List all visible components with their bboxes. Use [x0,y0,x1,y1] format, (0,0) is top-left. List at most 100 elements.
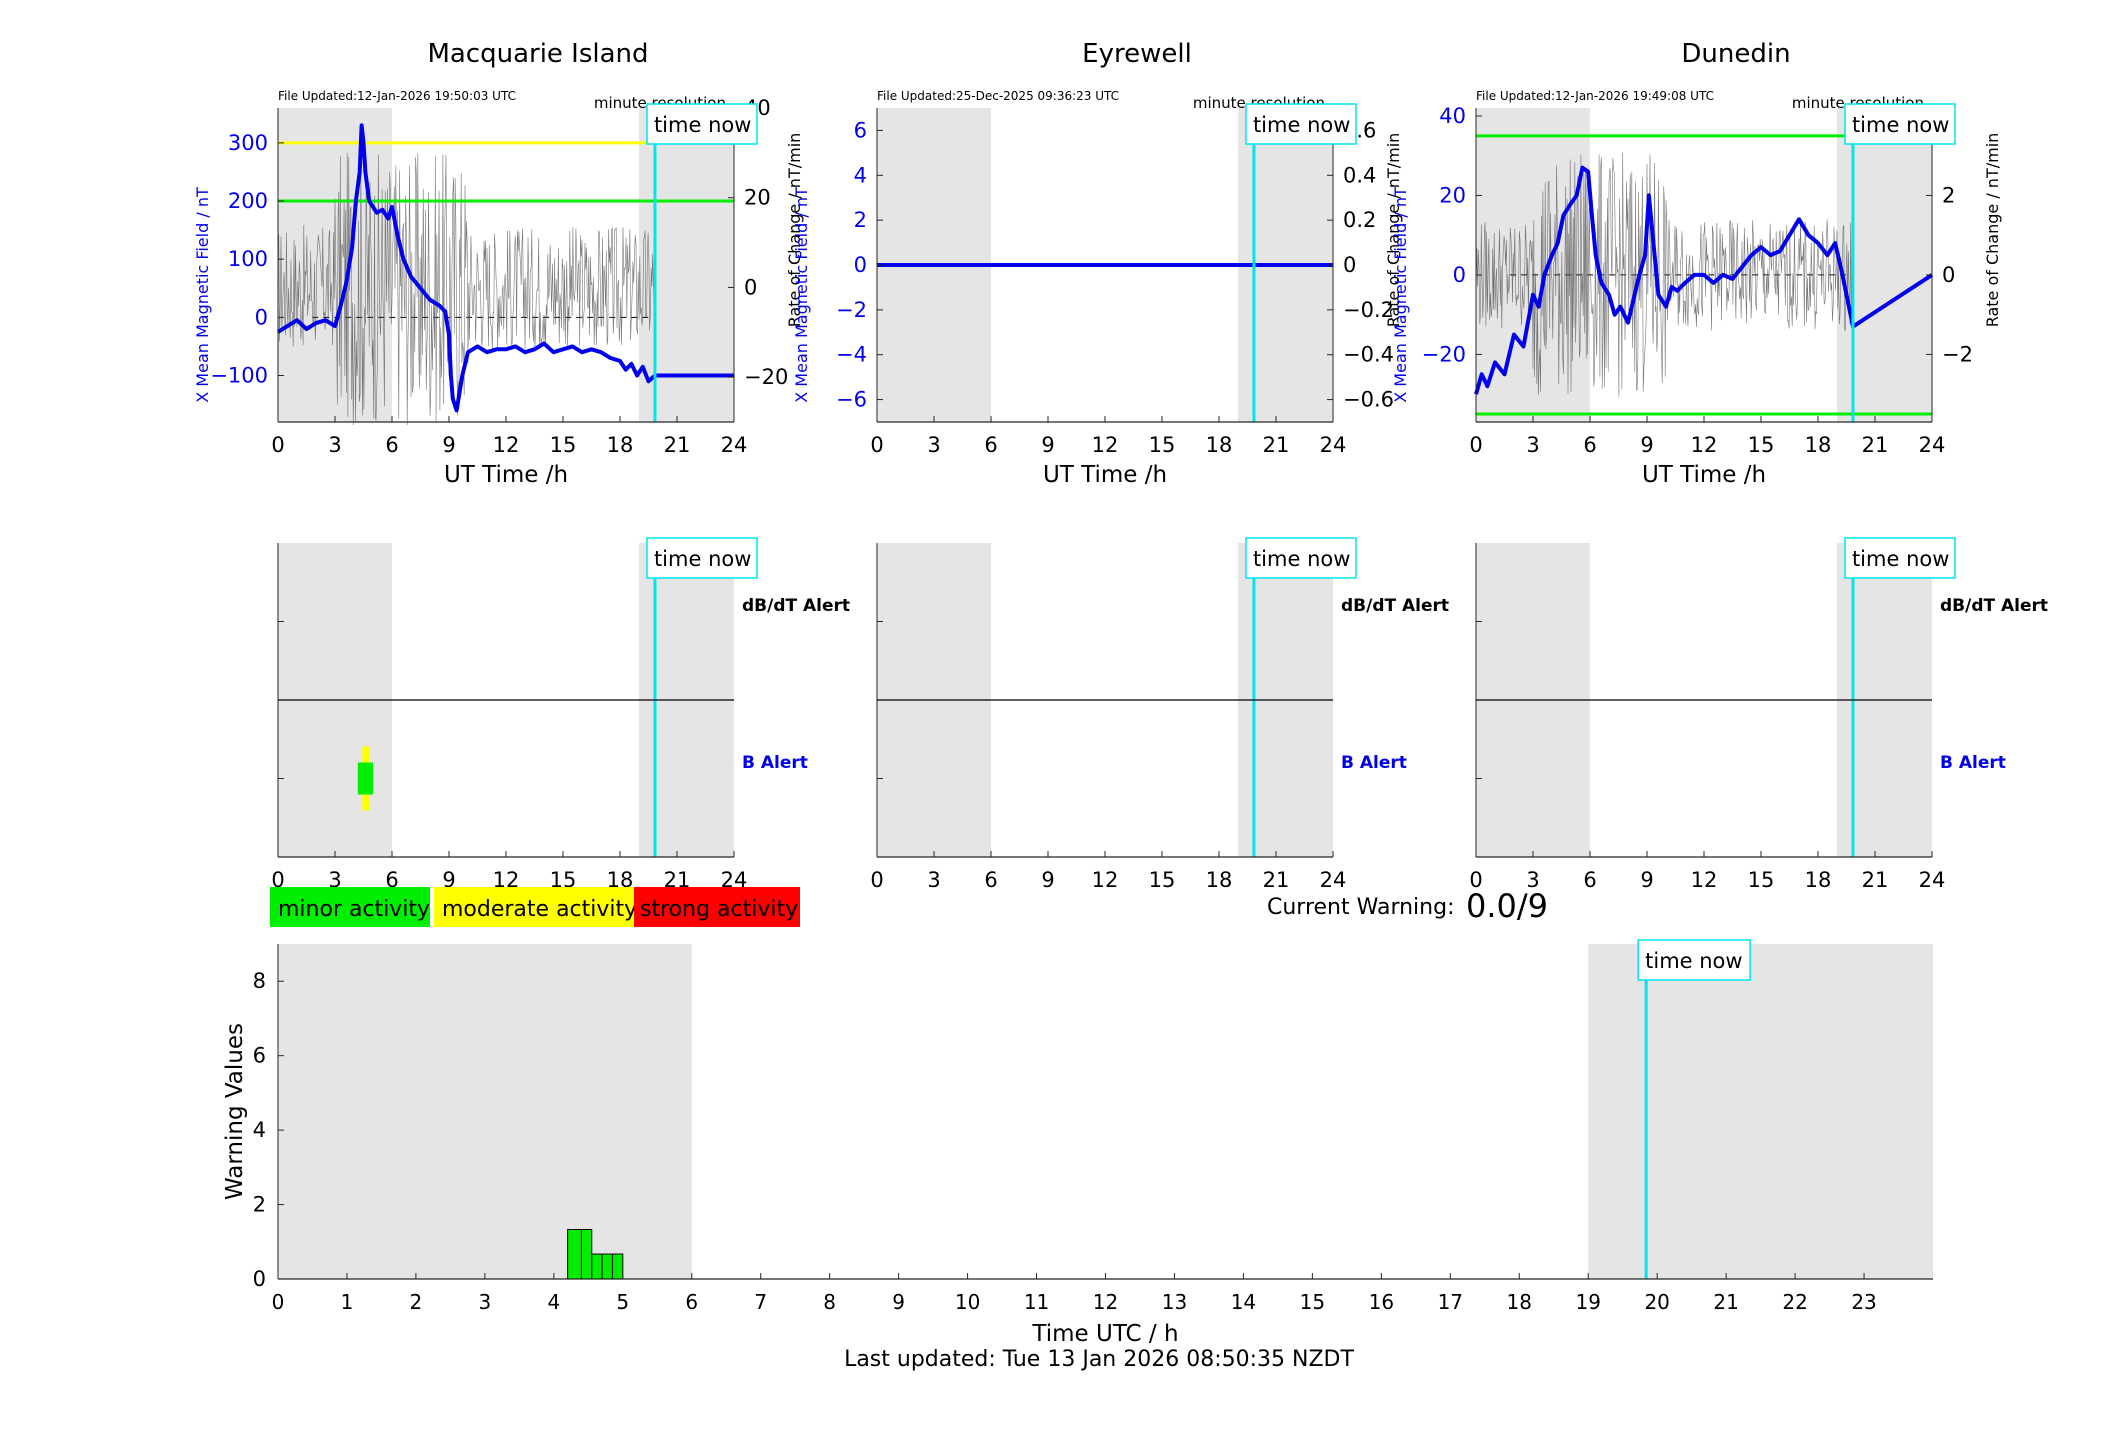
warning-x-label: Time UTC / h [1031,1321,1178,1347]
legend-minor-swatch [270,887,430,927]
warning-x-tick-label: 16 [1369,1290,1394,1314]
warning-x-tick-label: 21 [1713,1290,1738,1314]
dunedin-field-series-0 [1474,165,1934,395]
macquarie-island-alert-x-tick-label: 0 [271,868,284,892]
eyrewell-alert-x-tick-label: 0 [870,868,883,892]
dunedin-x-tick-label: 3 [1526,433,1539,457]
macquarie-island-alert-x-tick-label: 9 [442,868,455,892]
macquarie-island-y-tick-label: 300 [228,131,268,155]
warning-x-tick-label: 11 [1024,1290,1049,1314]
activity-legend: minor activity moderate activity strong … [270,887,800,927]
dunedin-time-now-label: time now [1852,113,1949,137]
eyrewell-y2-tick-label: −0.2 [1343,298,1394,322]
dunedin-x-tick-label: 6 [1583,433,1596,457]
dunedin-x-tick-label: 24 [1919,433,1946,457]
macquarie-island-x-tick-label: 15 [550,433,577,457]
eyrewell-y-tick-label: −6 [836,388,867,412]
warning-x-tick-label: 4 [547,1290,560,1314]
warning-y-tick-label: 0 [253,1267,266,1291]
eyrewell-y-tick-label: 0 [854,253,867,277]
warning-bar-3 [601,1253,613,1280]
macquarie-island-y-tick-label: 200 [228,189,268,213]
dunedin-y2-label: Rate of Change / nT/min [1983,133,2002,328]
eyrewell-y-tick-label: 4 [854,163,867,187]
dunedin-x-tick-label: 0 [1469,433,1482,457]
dunedin-alert-x-tick-label: 6 [1583,868,1596,892]
eyrewell-x-tick-label: 6 [984,433,997,457]
dunedin-x-tick-label: 21 [1862,433,1889,457]
dunedin-alert-x-tick-label: 24 [1919,868,1946,892]
macquarie-island-file-updated: File Updated:12-Jan-2026 19:50:03 UTC [278,89,516,103]
text-layer: Macquarie Island File Updated:12-Jan-2026… [193,39,2048,1347]
warning-x-tick-label: 17 [1438,1290,1463,1314]
macquarie-island-alert-time-now-box [646,537,758,579]
dunedin-x-tick-label: 18 [1805,433,1832,457]
warning-x-tick-label: 8 [823,1290,836,1314]
dunedin-alert-x-tick-label: 21 [1862,868,1889,892]
dunedin-x-tick-label: 12 [1691,433,1718,457]
dunedin-alert-dbdt-label: dB/dT Alert [1940,596,2048,616]
macquarie-island-rate-series [277,152,656,426]
warning-bar-2 [591,1253,603,1280]
eyrewell-alert-time-now-box [1245,537,1357,579]
dunedin-alert-x-tick-label: 0 [1469,868,1482,892]
eyrewell-y2-label: Rate of Change / nT/min [1384,133,1403,328]
current-warning-label: Current Warning: [1267,895,1454,920]
warning-bar-4 [611,1253,624,1280]
dunedin-x-tick-label: 9 [1640,433,1653,457]
eyrewell-alert-b-label: B Alert [1341,753,1407,773]
warning-time-now-label: time now [1645,949,1742,973]
rate-of-change-layer [277,152,1854,426]
eyrewell-x-label: UT Time /h [1043,462,1167,488]
eyrewell-y2-tick-label: 0 [1343,253,1356,277]
eyrewell-y-tick-label: −4 [836,343,867,367]
dunedin-file-updated: File Updated:12-Jan-2026 19:49:08 UTC [1476,89,1714,103]
dunedin-alert-b-label: B Alert [1940,753,2006,773]
dunedin-y-tick-label: 0 [1453,263,1466,287]
macquarie-island-time-now-box [646,103,758,145]
macquarie-island-x-tick-label: 18 [607,433,634,457]
warning-y-tick-label: 2 [253,1193,266,1217]
eyrewell-x-tick-label: 24 [1320,433,1347,457]
macquarie-island-field-series-0 [276,123,734,413]
dunedin-x-label: UT Time /h [1642,462,1766,488]
macquarie-island-y2-tick-label: 20 [744,186,771,210]
last-updated: Last updated: Tue 13 Jan 2026 08:50:35 N… [844,1347,1354,1372]
macquarie-island-x-label: UT Time /h [444,462,568,488]
eyrewell-alert-x-tick-label: 9 [1041,868,1054,892]
dunedin-alert-x-tick-label: 3 [1526,868,1539,892]
warning-x-tick-label: 6 [685,1290,698,1314]
warning-x-tick-label: 3 [479,1290,492,1314]
warning-x-tick-label: 18 [1507,1290,1532,1314]
eyrewell-x-tick-label: 0 [870,433,883,457]
macquarie-island-y2-label: Rate of Change / nT/min [785,133,804,328]
dunedin-y-tick-label: 20 [1439,183,1466,207]
macquarie-island-y2-tick-label: 0 [744,275,757,299]
macquarie-island-alert-x-tick-label: 3 [328,868,341,892]
eyrewell-alert-x-tick-label: 3 [927,868,940,892]
dunedin-y-tick-label: −20 [1422,342,1466,366]
eyrewell-y-tick-label: 2 [854,208,867,232]
legend-minor-label: minor activity [278,897,430,922]
eyrewell-y2-tick-label: 0.2 [1343,208,1376,232]
warning-y-tick-label: 6 [253,1044,266,1068]
dunedin-rate-series [1475,152,1854,397]
warning-shade-1 [1588,944,1933,1279]
warning-x-tick-label: 2 [410,1290,423,1314]
eyrewell-x-tick-label: 9 [1041,433,1054,457]
macquarie-island-time-now-label: time now [654,113,751,137]
warning-bar-1 [580,1228,593,1280]
macquarie-island-y-tick-label: 100 [228,247,268,271]
warning-y-tick-label: 4 [253,1118,266,1142]
warning-x-tick-label: 15 [1300,1290,1325,1314]
macquarie-island-x-tick-label: 24 [721,433,748,457]
macquarie-island-y-label: X Mean Magnetic Field / nT [193,187,212,403]
macquarie-island-y-tick-label: −100 [210,363,268,387]
eyrewell-x-tick-label: 18 [1206,433,1233,457]
eyrewell-alert-x-tick-label: 12 [1092,868,1119,892]
eyrewell-x-tick-label: 3 [927,433,940,457]
legend-moderate-label: moderate activity [442,897,637,922]
dunedin-alert-time-now-box [1844,537,1956,579]
eyrewell-y-tick-label: 6 [854,118,867,142]
